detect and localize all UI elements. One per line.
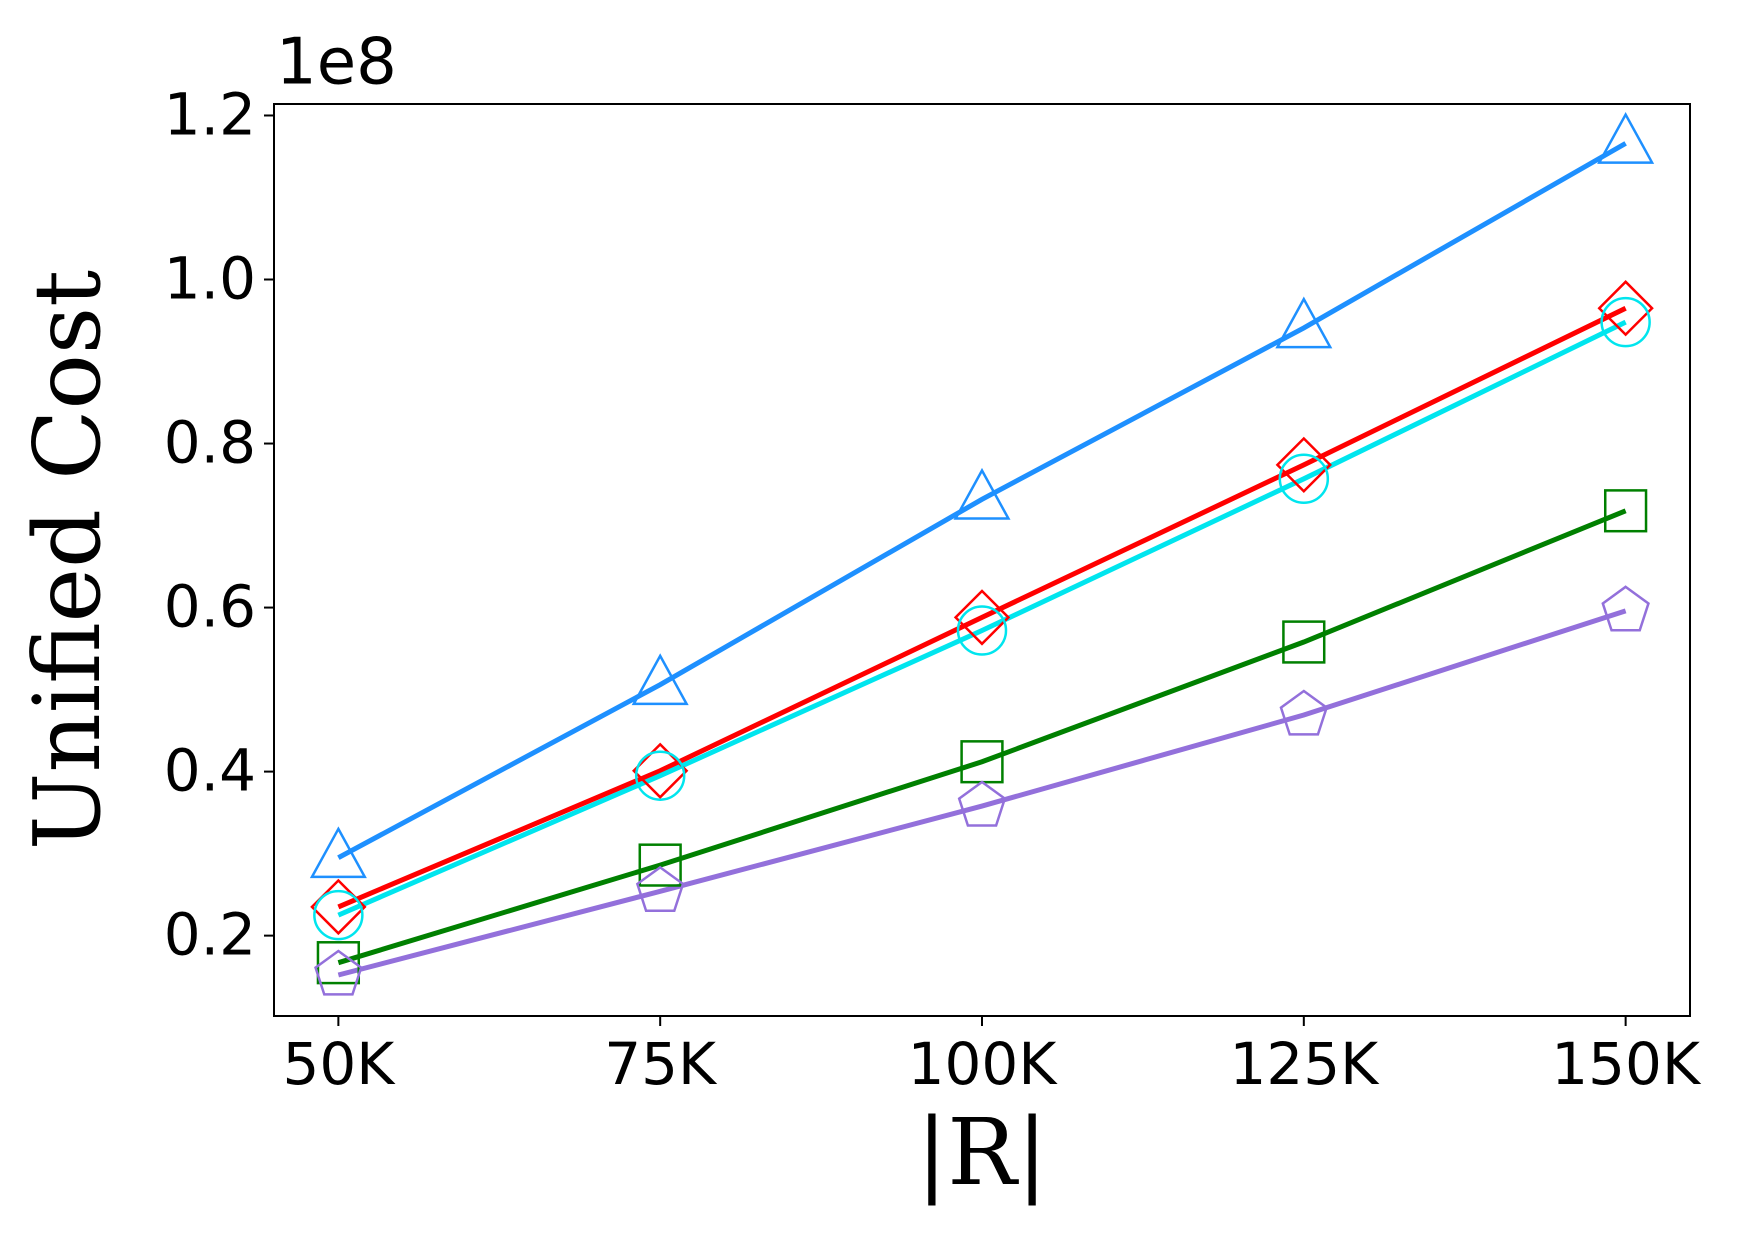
marker [1275,296,1333,349]
x-tick-label: 125K [1229,1030,1380,1098]
series-line [337,608,1627,978]
marker [1279,689,1329,736]
marker [953,589,1011,646]
x-tick-label: 100K [908,1030,1059,1098]
marker [1597,280,1654,337]
marker [1601,585,1650,632]
marker [632,742,689,799]
marker [309,826,367,879]
y-tick-label: 0.4 [164,737,256,805]
y-tick-label: 1.0 [164,245,256,313]
x-tick-label: 50K [282,1030,396,1098]
y-offset-label: 1e8 [276,26,397,100]
marker [638,843,682,887]
x-tick-label: 75K [604,1030,718,1098]
series-line [337,508,1627,966]
marker [1597,111,1655,164]
marker [956,605,1008,656]
series-line [337,141,1627,860]
x-tick-label: 150K [1551,1030,1702,1098]
marker [1278,453,1330,505]
marker [1600,296,1651,348]
x-axis-title: |R| [916,1099,1047,1206]
marker [635,865,685,913]
y-tick-label: 0.6 [164,573,256,641]
marker [631,653,689,706]
marker [953,467,1011,520]
y-tick-label: 0.2 [164,901,256,969]
marker [957,780,1007,827]
marker [1275,436,1332,494]
marker [634,750,686,801]
marker [1603,489,1648,533]
series-line [337,319,1627,918]
marker [314,949,363,996]
plot-frame [273,103,1691,1017]
marker [313,889,364,941]
y-axis-title: Unified Cost [14,270,121,850]
y-tick-label: 0.8 [164,409,256,477]
marker [316,941,361,985]
y-tick-label: 1.2 [164,81,256,149]
series-line [337,305,1627,910]
marker [1282,620,1326,664]
